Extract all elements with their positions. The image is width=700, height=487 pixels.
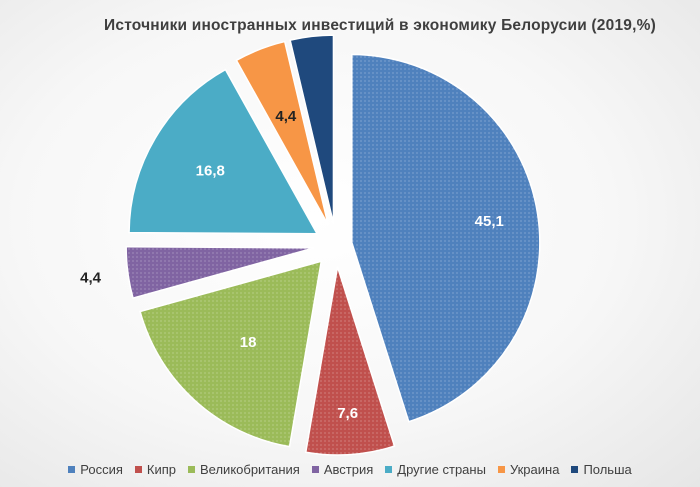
pie-slice-4 bbox=[125, 245, 315, 299]
legend-label-1: Россия bbox=[80, 462, 123, 477]
legend-item-3: Великобритания bbox=[188, 462, 300, 477]
legend-item-2: Кипр bbox=[134, 462, 176, 477]
legend-label-5: Другие страны bbox=[397, 462, 486, 477]
legend-swatch-4 bbox=[311, 466, 319, 473]
pie-slice-6 bbox=[235, 40, 329, 225]
pie-slice-1 bbox=[351, 53, 541, 423]
legend-swatch-1 bbox=[68, 466, 76, 473]
data-label-3: 18 bbox=[240, 334, 257, 351]
legend-item-7: Польша bbox=[571, 462, 632, 477]
data-label-2: 7,6 bbox=[337, 405, 358, 422]
pie-slice-2 bbox=[304, 266, 396, 456]
legend-swatch-7 bbox=[571, 466, 579, 473]
chart-title: Источники иностранных инвестиций в эконо… bbox=[104, 17, 656, 34]
legend-label-7: Польша bbox=[583, 462, 632, 477]
data-label-1: 45,1 bbox=[475, 213, 504, 230]
legend-item-6: Украина bbox=[497, 462, 560, 477]
chart-legend: Россия Кипр Великобритания Австрия Другие ст… bbox=[10, 462, 690, 477]
legend-item-4: Австрия bbox=[311, 462, 374, 477]
legend-item-5: Другие страны bbox=[385, 462, 486, 477]
pie-slice-3 bbox=[139, 260, 323, 448]
legend-label-3: Великобритания bbox=[200, 462, 300, 477]
legend-swatch-3 bbox=[188, 466, 195, 473]
legend-label-6: Украина bbox=[509, 462, 560, 477]
legend-label-4: Австрия bbox=[323, 462, 374, 477]
legend-label-2: Кипр bbox=[146, 462, 176, 477]
data-label-5: 16,8 bbox=[196, 163, 225, 180]
legend-swatch-5 bbox=[385, 466, 393, 473]
pie-slice-7 bbox=[289, 34, 335, 224]
legend-item-1: Россия bbox=[68, 462, 123, 477]
data-label-6: 4,4 bbox=[275, 108, 297, 125]
legend-swatch-2 bbox=[134, 466, 142, 473]
pie-slice-5 bbox=[128, 68, 319, 235]
legend-swatch-6 bbox=[497, 466, 505, 473]
data-label-4: 4,4 bbox=[80, 270, 102, 287]
